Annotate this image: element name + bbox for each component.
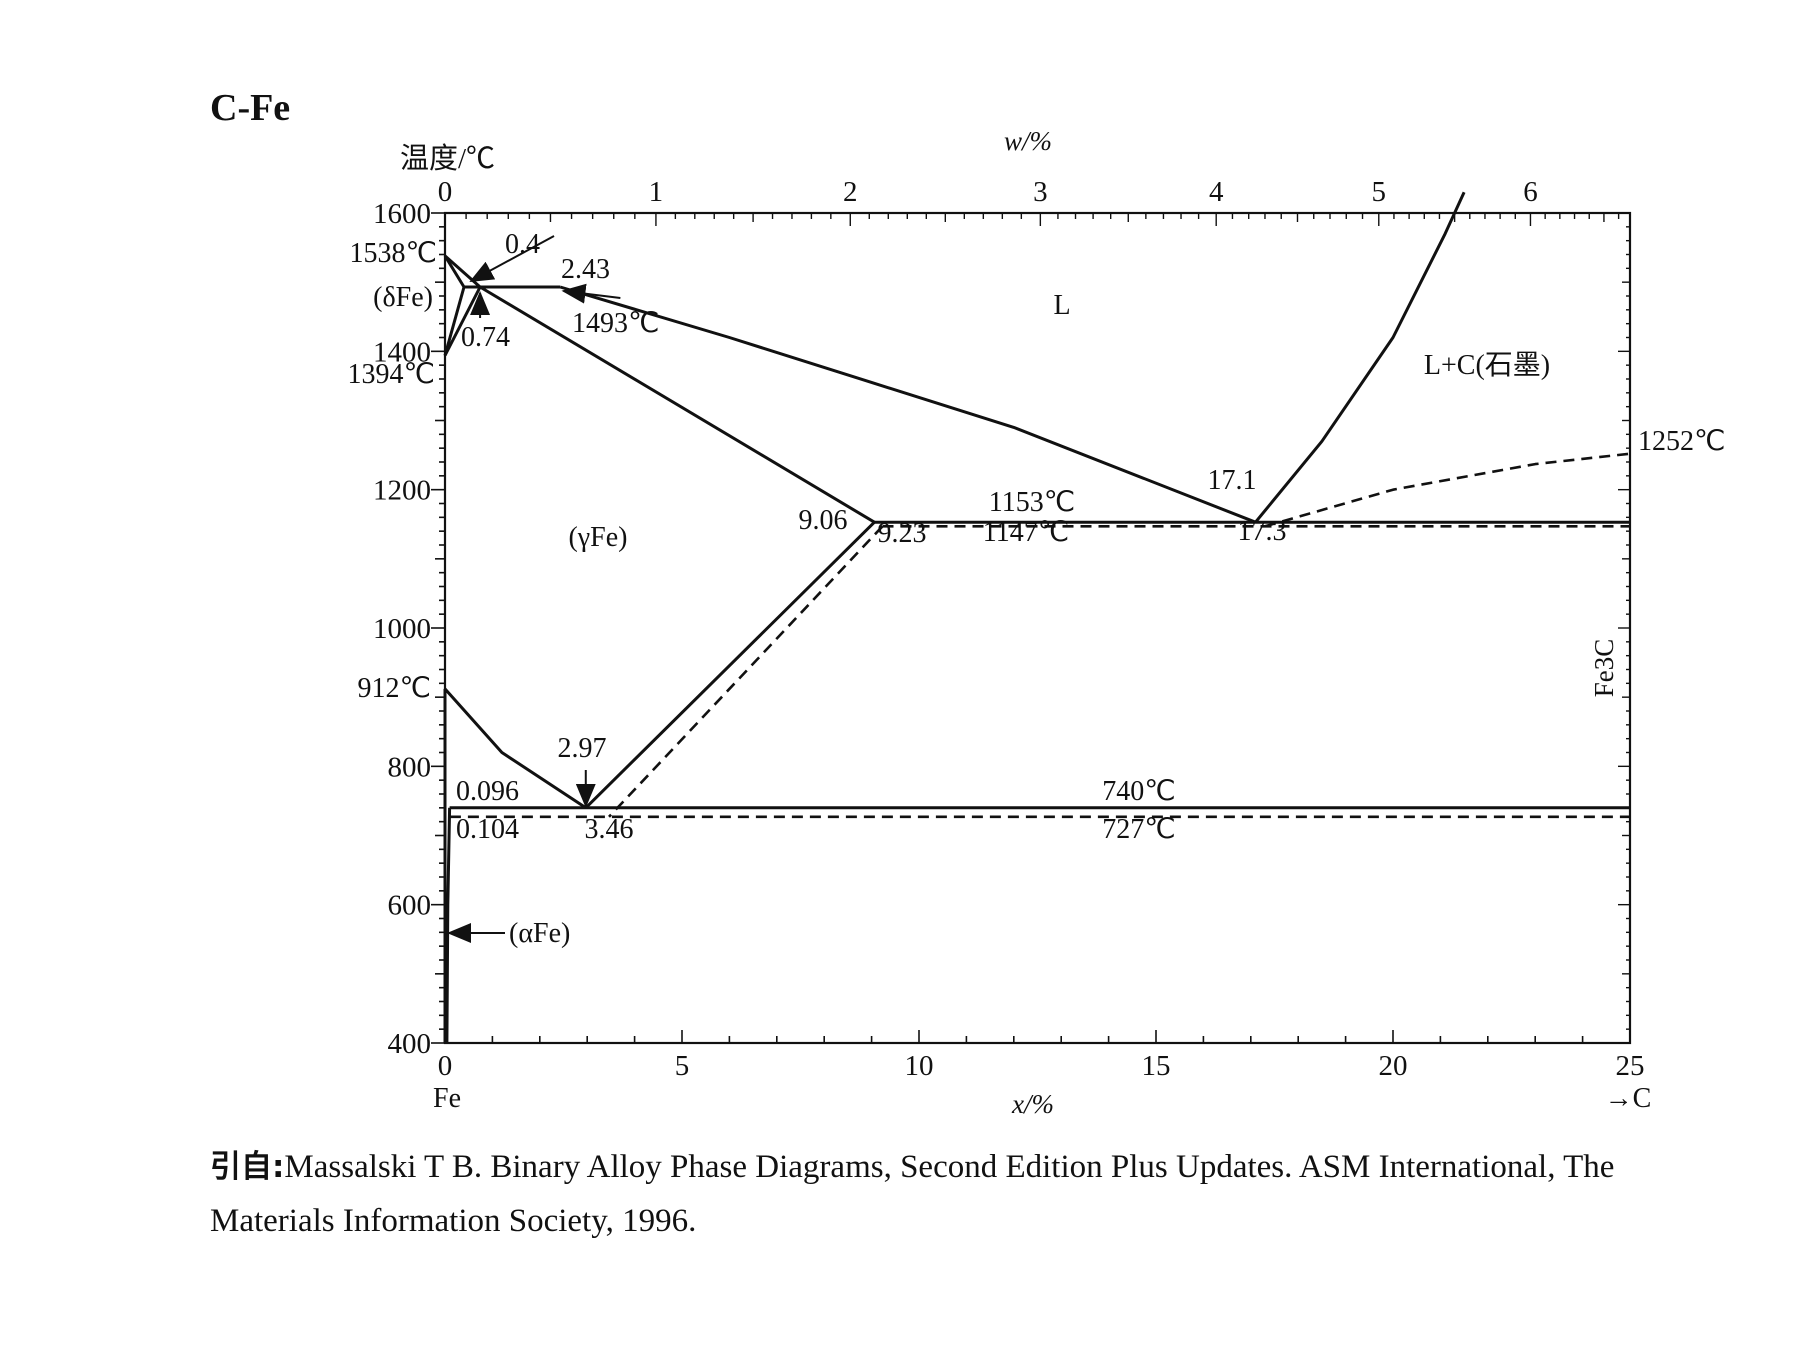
x2-tick-label: 6 bbox=[1523, 176, 1538, 208]
annotation-label: 1493℃ bbox=[572, 308, 659, 339]
x-tick-label: 0 bbox=[438, 1050, 453, 1082]
x-tick-label: 15 bbox=[1142, 1050, 1171, 1082]
x-tick-label: 5 bbox=[675, 1050, 690, 1082]
annotation-arrows bbox=[447, 235, 621, 943]
x-tick-label: 25 bbox=[1616, 1050, 1645, 1082]
annotation-label: 912℃ bbox=[358, 673, 431, 704]
annotation-label: 740℃ bbox=[1102, 776, 1175, 807]
y-tick-label: 400 bbox=[388, 1028, 432, 1060]
annotation-label: 1147℃ bbox=[983, 517, 1069, 548]
phase-boundary bbox=[443, 687, 587, 810]
x-axis-title: x/% bbox=[1011, 1089, 1054, 1119]
x-tick-label: 20 bbox=[1379, 1050, 1408, 1082]
x2-axis-title: w/% bbox=[1004, 126, 1052, 156]
annotation-label: L+C(石墨) bbox=[1424, 350, 1550, 381]
y-axis-title: 温度/℃ bbox=[400, 142, 495, 175]
x2-tick-label: 5 bbox=[1372, 176, 1387, 208]
page-title: C-Fe bbox=[210, 87, 291, 129]
x2-tick-label: 4 bbox=[1209, 176, 1224, 208]
x-left-endpoint-label: Fe bbox=[433, 1083, 461, 1114]
annotation-label: 2.43 bbox=[561, 254, 610, 285]
phase-lines bbox=[443, 191, 1631, 1044]
annotation-label: 9.23 bbox=[878, 518, 927, 549]
annotation-label: 1394℃ bbox=[348, 359, 435, 390]
y-tick-label: 1400 bbox=[373, 336, 431, 368]
annotation-label: 0.104 bbox=[456, 814, 519, 845]
phase-boundary bbox=[479, 285, 876, 524]
annotation-label: 727℃ bbox=[1102, 814, 1175, 845]
annotation-label: 3.46 bbox=[585, 814, 634, 845]
x-right-endpoint-label: →C bbox=[1605, 1083, 1652, 1114]
citation: 引自:Massalski T B. Binary Alloy Phase Dia… bbox=[210, 1140, 1770, 1248]
phase-boundary bbox=[443, 286, 466, 356]
x2-tick-label: 0 bbox=[438, 176, 453, 208]
x2-tick-label: 3 bbox=[1033, 176, 1048, 208]
annotation-arrow bbox=[469, 235, 555, 282]
phase-boundary-dashed bbox=[1264, 452, 1631, 528]
annotation-label: 2.97 bbox=[558, 733, 607, 764]
annotation-label: 0.74 bbox=[461, 322, 510, 353]
annotation-label: 0.096 bbox=[456, 776, 519, 807]
annotation-label: 1153℃ bbox=[989, 487, 1075, 518]
phase-boundary bbox=[1254, 191, 1466, 524]
phase-boundary bbox=[559, 285, 1257, 524]
citation-text-1: Massalski T B. Binary Alloy Phase Diagra… bbox=[284, 1149, 1615, 1185]
x2-tick-label: 1 bbox=[649, 176, 664, 208]
y-tick-label: 1000 bbox=[373, 613, 431, 645]
fe3c-label: Fe3C bbox=[1589, 639, 1619, 698]
x-tick-label: 10 bbox=[905, 1050, 934, 1082]
phase-boundary bbox=[445, 807, 452, 1044]
annotation-label: 1538℃ bbox=[350, 238, 437, 269]
annotation-label: 17.3 bbox=[1238, 516, 1287, 547]
annotation-label: (γFe) bbox=[568, 522, 627, 553]
citation-line-1: 引自:Massalski T B. Binary Alloy Phase Dia… bbox=[210, 1140, 1770, 1194]
annotation-label: 1252℃ bbox=[1638, 426, 1725, 457]
annotation-label: (δFe) bbox=[373, 282, 433, 313]
phase-boundary-dashed bbox=[608, 525, 884, 818]
citation-prefix: 引自: bbox=[210, 1149, 285, 1185]
annotation-label: L bbox=[1053, 290, 1070, 321]
y-tick-label: 1200 bbox=[373, 475, 431, 507]
citation-line-2: Materials Information Society, 1996. bbox=[210, 1203, 697, 1239]
x2-tick-label: 2 bbox=[843, 176, 858, 208]
phase-boundary bbox=[584, 521, 876, 809]
annotation-label: (αFe) bbox=[509, 918, 570, 949]
y-tick-label: 600 bbox=[388, 890, 432, 922]
annotation-label: 17.1 bbox=[1208, 465, 1257, 496]
annotation-arrow bbox=[561, 283, 621, 304]
annotation-label: 0.4 bbox=[505, 229, 540, 260]
phase-boundary bbox=[443, 255, 466, 288]
annotation-label: 9.06 bbox=[799, 505, 848, 536]
y-tick-label: 800 bbox=[388, 751, 432, 783]
y-tick-label: 1600 bbox=[373, 198, 431, 230]
